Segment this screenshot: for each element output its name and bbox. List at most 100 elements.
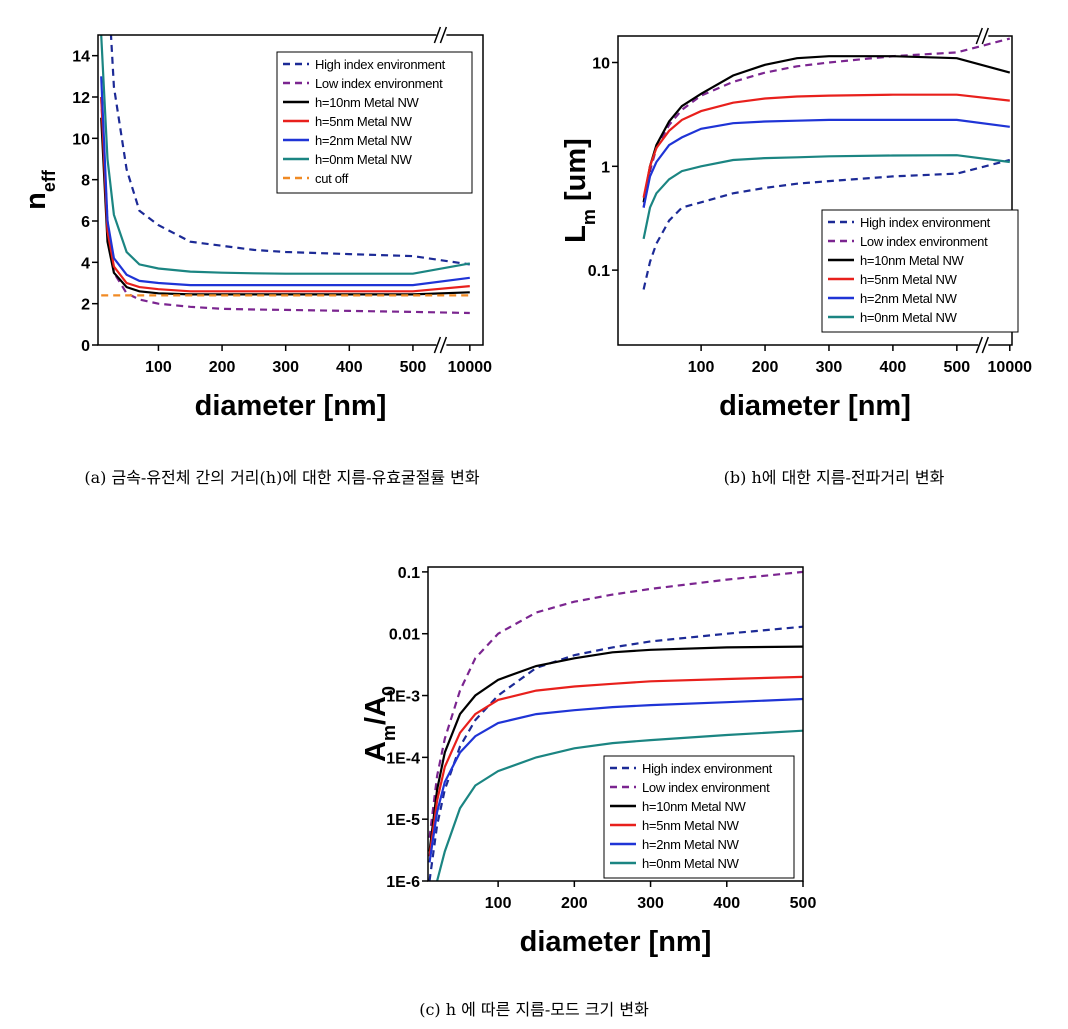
y-axis-title-part: 0: [379, 686, 399, 696]
legend-label: Low index environment: [315, 76, 443, 91]
legend-box: [276, 51, 473, 194]
series-line: [428, 625, 803, 881]
y-tick-label: 1E-5: [386, 812, 420, 829]
chart: 0.1 1 10 100 200 300 400 500 10000 diameter [nm] L…: [560, 27, 1033, 487]
x-tick-label: 10000: [988, 359, 1033, 376]
y-tick-label: 1E-6: [386, 874, 420, 891]
series-line: [642, 55, 1011, 203]
y-tick-label: 8: [81, 173, 90, 190]
axis-break: [975, 27, 984, 45]
series-line: [100, 35, 470, 275]
axis-break-gap: [978, 342, 989, 348]
series-line: [436, 729, 803, 881]
axis-break-gap: [436, 32, 447, 38]
series-line: [642, 37, 1011, 208]
y-axis-title-part: m: [379, 725, 399, 741]
series-line: [100, 96, 470, 315]
x-tick-label: 200: [209, 359, 236, 376]
x-tick-label: 400: [713, 895, 740, 912]
x-tick-label: 500: [790, 895, 817, 912]
y-axis-title-part: A: [360, 741, 392, 762]
series-line: [428, 675, 803, 857]
y-tick-label: 1E-3: [386, 689, 420, 706]
y-axis-title-part: eff: [39, 169, 59, 192]
plot-frame: [427, 566, 804, 882]
y-tick-label: 12: [72, 90, 90, 107]
x-tick-label: 100: [485, 895, 512, 912]
x-tick-label: 500: [943, 359, 970, 376]
x-tick-label: 300: [272, 359, 299, 376]
y-tick-label: 6: [81, 214, 90, 231]
series-line: [100, 96, 470, 293]
y-tick-label: 1E-4: [386, 750, 420, 767]
x-tick-label: 400: [336, 359, 363, 376]
x-tick-label: 100: [688, 359, 715, 376]
y-axis-title-part: L: [560, 225, 592, 243]
legend-label: h=0nm Metal NW: [315, 152, 413, 167]
y-tick-label: 14: [72, 49, 90, 66]
series-line: [428, 570, 803, 838]
caption: (c) h 에 따른 지름-모드 크기 변화: [419, 1000, 649, 1019]
axis-break: [439, 26, 448, 44]
y-tick-label: 0.1: [588, 263, 610, 280]
plot-frame: [97, 34, 484, 346]
series-line: [100, 76, 470, 287]
y-tick-label: 0.01: [389, 627, 420, 644]
axis-break: [433, 26, 442, 44]
legend-label: High index environment: [860, 215, 991, 230]
y-tick-label: 2: [81, 297, 90, 314]
y-axis-title-part: /A: [360, 696, 392, 725]
series-line: [642, 93, 1010, 198]
legend-label: h=2nm Metal NW: [315, 133, 413, 148]
caption: (b) h에 대한 지름-전파거리 변화: [724, 468, 945, 487]
legend-label: h=5nm Metal NW: [642, 818, 740, 833]
legend-label: h=0nm Metal NW: [642, 856, 740, 871]
series-line: [109, 35, 470, 266]
y-axis-title: Am/A0: [360, 686, 399, 762]
series-line: [642, 154, 1010, 240]
y-tick-label: 1: [601, 159, 610, 176]
x-axis-title: diameter [nm]: [719, 390, 911, 422]
x-axis-title: diameter [nm]: [520, 926, 712, 958]
caption: (a) 금속-유전체 간의 거리(h)에 대한 지름-유효굴절률 변화: [84, 468, 480, 487]
legend-label: h=10nm Metal NW: [315, 95, 420, 110]
legend-label: h=10nm Metal NW: [642, 799, 747, 814]
x-tick-label: 300: [816, 359, 843, 376]
y-tick-label: 0: [81, 338, 90, 355]
legend-label: High index environment: [315, 57, 446, 72]
series-line: [642, 158, 1011, 290]
axis-break: [981, 336, 990, 354]
legend-label: h=2nm Metal NW: [860, 291, 958, 306]
y-axis-title: Lm [um]: [560, 138, 599, 243]
y-tick-label: 10: [72, 131, 90, 148]
legend-box: [821, 209, 1019, 333]
axis-break-gap: [978, 33, 989, 39]
x-tick-label: 200: [752, 359, 779, 376]
plot-frame: [617, 35, 1013, 346]
legend-label: h=5nm Metal NW: [315, 114, 413, 129]
y-tick-label: 0.1: [398, 565, 420, 582]
series-line: [642, 118, 1010, 208]
x-tick-label: 500: [400, 359, 427, 376]
y-axis-title-part: [um]: [560, 138, 592, 209]
axis-break: [975, 336, 984, 354]
legend-label: h=0nm Metal NW: [860, 310, 958, 325]
legend-label: High index environment: [642, 761, 773, 776]
legend-label: Low index environment: [642, 780, 770, 795]
x-tick-label: 400: [880, 359, 907, 376]
y-axis-title-part: n: [20, 192, 52, 210]
chart: 0 2 4 6 8 10 12 14 100 200 300 400 500 10000 diameter …: [20, 26, 493, 487]
y-tick-label: 4: [81, 255, 90, 272]
axis-break: [439, 336, 448, 354]
legend-label: h=10nm Metal NW: [860, 253, 965, 268]
x-tick-label: 300: [637, 895, 664, 912]
series-line: [428, 697, 803, 863]
legend-label: cut off: [315, 171, 349, 186]
y-tick-label: 10: [592, 56, 610, 73]
series-line: [428, 645, 803, 852]
y-axis-title-part: m: [579, 209, 599, 225]
y-axis-title: neff: [20, 169, 59, 210]
x-tick-label: 10000: [448, 359, 493, 376]
axis-break: [981, 27, 990, 45]
chart: 1E-6 1E-5 1E-4 1E-3 0.01 0.1 100 200 300 400 500 di…: [360, 565, 816, 1019]
